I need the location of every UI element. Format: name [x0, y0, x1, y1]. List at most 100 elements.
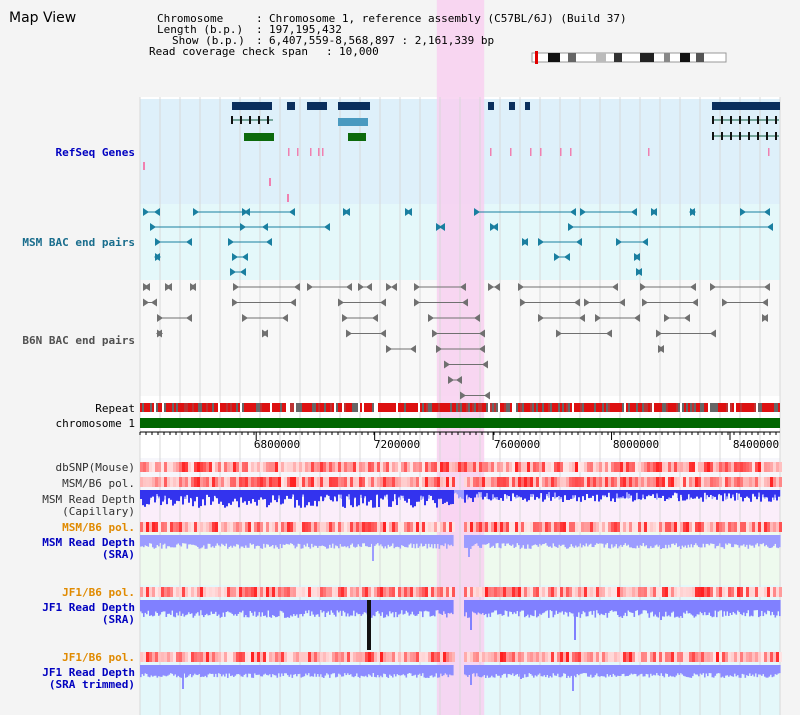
repeat-segment: [708, 403, 710, 412]
heat-cell: [545, 462, 548, 472]
depth-bar: [170, 490, 172, 500]
heat-cell: [329, 587, 332, 597]
heat-cell: [332, 587, 335, 597]
heat-cell: [569, 587, 572, 597]
depth-bar: [689, 665, 691, 678]
depth-bar: [435, 665, 438, 674]
depth-bar: [396, 600, 399, 618]
depth-bar: [665, 535, 667, 545]
depth-bar: [392, 490, 394, 502]
heat-cell: [287, 652, 290, 662]
heat-cell: [695, 652, 698, 662]
repeat-segment: [142, 403, 144, 412]
heat-cell: [539, 477, 542, 487]
track-label-repeat[interactable]: Repeat: [95, 402, 135, 415]
depth-bar: [630, 600, 633, 613]
depth-bar: [767, 600, 769, 611]
repeat-segment: [276, 403, 278, 412]
track-label-msm-b6-pol-2[interactable]: MSM/B6 pol.: [62, 521, 135, 534]
track-label-dbsnp[interactable]: dbSNP(Mouse): [55, 461, 135, 474]
depth-bar: [687, 535, 690, 545]
depth-bar: [491, 665, 493, 676]
heat-cell: [431, 587, 434, 597]
refseq-gene: [348, 133, 366, 141]
heat-cell: [629, 652, 632, 662]
depth-bar: [726, 490, 728, 497]
depth-bar: [329, 600, 331, 615]
depth-bar: [298, 490, 300, 506]
depth-bar: [312, 665, 315, 677]
depth-bar: [274, 490, 276, 501]
heat-cell: [629, 522, 632, 532]
repeat-segment: [512, 403, 514, 412]
heat-cell: [158, 587, 161, 597]
heat-cell: [269, 477, 272, 487]
depth-bar: [729, 600, 732, 613]
depth-bar: [471, 535, 474, 547]
depth-bar: [562, 490, 564, 502]
heat-cell: [545, 652, 548, 662]
heat-cell: [533, 477, 536, 487]
heat-cell: [572, 462, 575, 472]
track-label-jf1-b6-pol[interactable]: JF1/B6 pol.: [62, 586, 135, 599]
heat-cell: [245, 477, 248, 487]
depth-bar: [344, 535, 346, 547]
depth-bar: [272, 600, 274, 615]
depth-bar: [194, 490, 196, 502]
heat-cell: [494, 587, 497, 597]
heat-cell: [374, 477, 377, 487]
depth-bar: [179, 535, 181, 546]
depth-bar: [569, 535, 571, 547]
depth-bar: [473, 665, 475, 674]
depth-bar: [231, 665, 234, 676]
refseq-marker: [560, 148, 562, 156]
heat-cell: [155, 462, 158, 472]
depth-bar: [450, 600, 453, 613]
repeat-segment: [324, 403, 326, 412]
track-label-msm-bac[interactable]: MSM BAC end pairs: [22, 236, 135, 249]
track-label-jf1-depth-trim[interactable]: JF1 Read Depth: [42, 666, 135, 679]
heat-cell: [668, 522, 671, 532]
depth-bar: [179, 600, 181, 612]
depth-bar: [399, 600, 402, 614]
depth-bar: [776, 535, 778, 548]
heat-cell: [347, 462, 350, 472]
depth-bar: [443, 535, 445, 547]
track-label-msm-depth-sra[interactable]: MSM Read Depth: [42, 536, 135, 549]
b6n-bac-end: [762, 298, 768, 307]
track-label-b6n-bac[interactable]: B6N BAC end pairs: [22, 334, 135, 347]
depth-bar: [222, 490, 224, 505]
depth-bar: [408, 665, 411, 674]
track-label-jf1-depth-sra[interactable]: JF1 Read Depth: [42, 601, 135, 614]
track-label-msm-depth-capillary[interactable]: MSM Read Depth: [42, 493, 135, 506]
heat-cell: [425, 587, 428, 597]
depth-bar: [773, 665, 775, 677]
heat-cell: [194, 587, 197, 597]
depth-bar: [300, 600, 303, 615]
b6n-bac-end: [190, 283, 196, 291]
depth-bar: [603, 600, 606, 616]
heat-cell: [674, 587, 677, 597]
heat-cell: [497, 587, 500, 597]
track-label-chromosome[interactable]: chromosome 1: [55, 417, 135, 430]
depth-bar: [222, 665, 225, 675]
heat-cell: [239, 652, 242, 662]
depth-bar: [309, 535, 312, 549]
repeat-segment: [480, 403, 482, 412]
track-label-msm-b6-pol[interactable]: MSM/B6 pol.: [62, 477, 135, 490]
repeat-segment: [318, 403, 320, 412]
depth-bar: [774, 535, 777, 544]
track-label-refseq[interactable]: RefSeq Genes: [55, 146, 135, 159]
depth-bar: [534, 665, 537, 676]
depth-bar: [702, 535, 705, 544]
depth-bar: [490, 490, 492, 501]
depth-bar: [572, 600, 574, 614]
depth-bar: [303, 665, 306, 677]
depth-bar: [520, 490, 522, 498]
depth-bar: [291, 535, 294, 545]
depth-bar: [168, 600, 171, 614]
heat-cell: [701, 587, 704, 597]
track-label-jf1-b6-pol-2[interactable]: JF1/B6 pol.: [62, 651, 135, 664]
msm-bac-end: [154, 253, 160, 261]
depth-bar: [777, 535, 780, 549]
